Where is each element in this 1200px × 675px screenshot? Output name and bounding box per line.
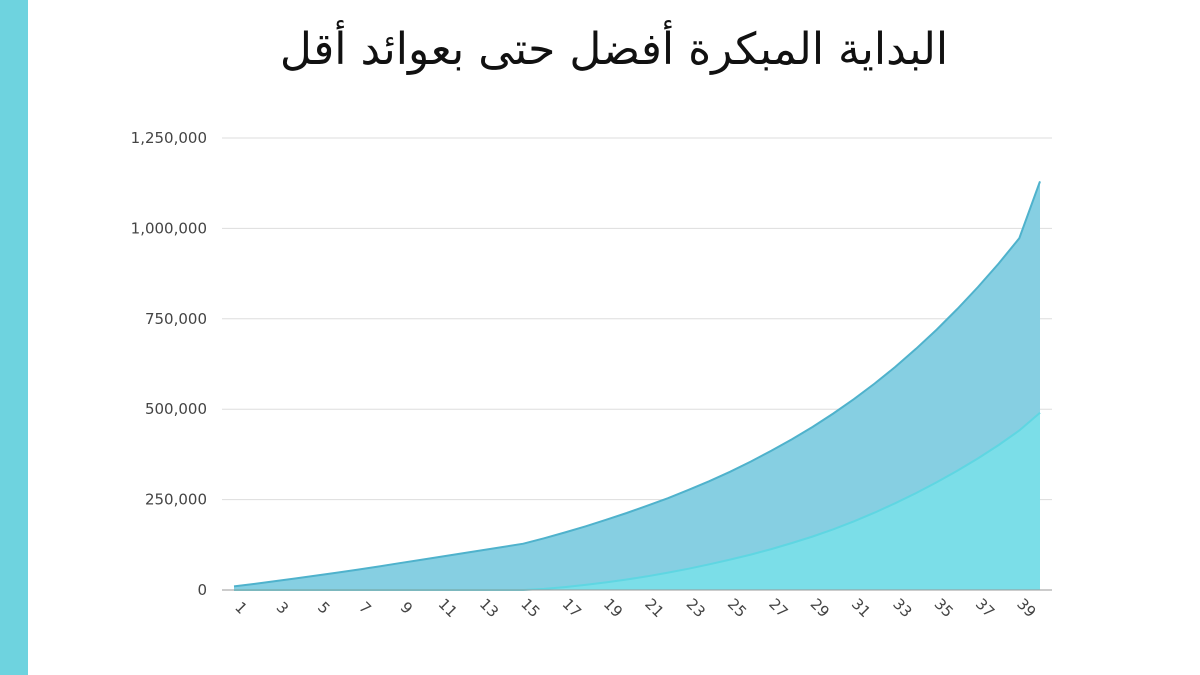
- x-tick-label: 25: [724, 595, 750, 621]
- x-tick-label: 17: [559, 595, 585, 621]
- x-tick-label: 35: [931, 595, 957, 621]
- x-tick-label: 39: [1013, 595, 1039, 621]
- x-tick-label: 3: [273, 598, 292, 617]
- x-tick-label: 29: [807, 595, 833, 621]
- y-tick-label: 500,000: [145, 400, 207, 418]
- x-tick-label: 15: [517, 595, 543, 621]
- series-areas: [233, 181, 1041, 591]
- y-tick-label: 1,250,000: [131, 129, 207, 147]
- x-tick-label: 33: [889, 595, 915, 621]
- x-tick-label: 21: [641, 595, 667, 621]
- y-tick-label: 750,000: [145, 310, 207, 328]
- series-line-1: [233, 181, 1041, 588]
- x-tick-label: 13: [476, 595, 502, 621]
- x-tick-label: 19: [600, 595, 626, 621]
- x-tick-label: 1: [231, 598, 250, 617]
- x-tick-label: 31: [848, 595, 874, 621]
- y-tick-label: 250,000: [145, 491, 207, 509]
- x-tick-label: 11: [435, 595, 461, 621]
- x-tick-label: 23: [683, 595, 709, 621]
- y-tick-label: 0: [197, 581, 207, 599]
- x-tick-label: 27: [765, 595, 791, 621]
- series-area-2: [234, 412, 1040, 590]
- x-tick-labels: 1 3 5 7 9 11 13 15 17 19 21 23 25 27 29 31 33 35 37 39: [231, 595, 1039, 621]
- y-tick-labels: 0 250,000 500,000 750,000 1,000,000 1,250,000: [131, 129, 207, 599]
- x-tick-label: 37: [972, 595, 998, 621]
- y-tick-label: 1,000,000: [131, 219, 207, 237]
- accent-side-bar: [0, 0, 28, 675]
- x-tick-label: 7: [355, 598, 374, 617]
- x-tick-label: 9: [397, 598, 416, 617]
- series-area-1: [234, 181, 1040, 590]
- x-tick-label: 5: [314, 598, 333, 617]
- chart-title: البداية المبكرة أفضل حتى بعوائد أقل: [279, 24, 949, 75]
